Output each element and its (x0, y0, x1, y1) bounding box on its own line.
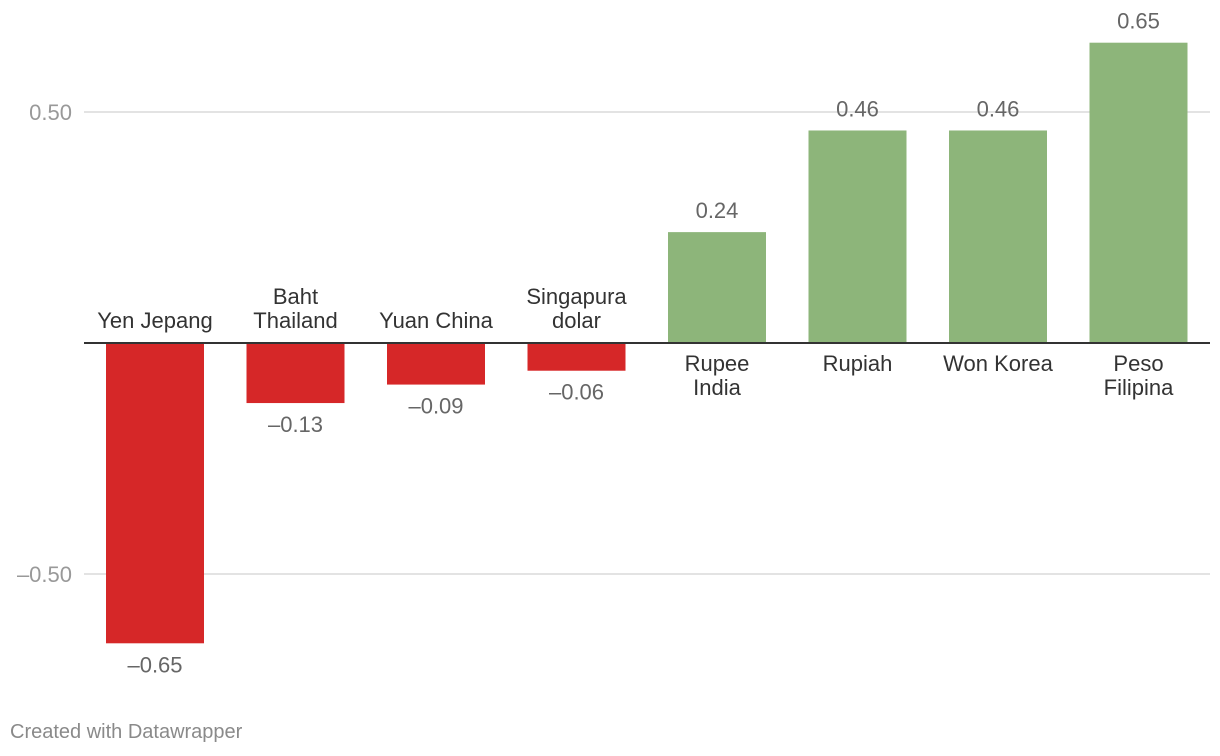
y-tick-label: –0.50 (17, 562, 72, 587)
category-label-line: Yuan China (379, 308, 494, 333)
category-label-line: dolar (552, 308, 601, 333)
bar (387, 343, 485, 385)
bars (106, 42, 1188, 644)
category-label-line: Rupee (685, 351, 750, 376)
category-label-line: Peso (1113, 351, 1163, 376)
value-label: –0.65 (127, 652, 182, 677)
category-label: Singapura dolar (526, 284, 627, 333)
bar (246, 343, 345, 404)
bar (527, 343, 626, 371)
category-label-line: Filipina (1104, 375, 1174, 400)
labels: 0.50 –0.50 –0.65 Yen Jepang –0.13 Baht Thailan… (17, 9, 1174, 678)
value-label: 0.24 (696, 198, 739, 223)
datawrapper-credit: Created with Datawrapper (10, 721, 243, 743)
value-label: 0.46 (836, 96, 879, 121)
value-label: –0.06 (549, 380, 604, 405)
category-label-line: Thailand (253, 308, 337, 333)
category-label-line: Baht (273, 284, 318, 309)
category-label: Rupiah (823, 351, 893, 376)
category-label: Yuan China (379, 308, 494, 333)
value-label: 0.65 (1117, 9, 1160, 34)
category-label-line: Singapura (526, 284, 627, 309)
bar (1089, 42, 1188, 343)
category-label-line: Rupiah (823, 351, 893, 376)
category-label: Rupee India (685, 351, 750, 400)
y-tick-label: 0.50 (29, 100, 72, 125)
value-label: –0.09 (408, 394, 463, 419)
value-label: –0.13 (268, 412, 323, 437)
category-label: Peso Filipina (1104, 351, 1174, 400)
bar (106, 343, 204, 644)
gridlines (84, 111, 1210, 575)
category-label-line: India (693, 375, 741, 400)
bar (668, 232, 766, 343)
category-label-line: Yen Jepang (97, 308, 212, 333)
category-label: Won Korea (943, 351, 1053, 376)
bar-chart: 0.50 –0.50 –0.65 Yen Jepang –0.13 Baht Thailan… (17, 9, 1210, 678)
category-label-line: Won Korea (943, 351, 1053, 376)
category-label: Baht Thailand (253, 284, 337, 333)
category-label: Yen Jepang (97, 308, 212, 333)
bar (949, 130, 1047, 343)
value-label: 0.46 (977, 96, 1020, 121)
bar (808, 130, 907, 343)
